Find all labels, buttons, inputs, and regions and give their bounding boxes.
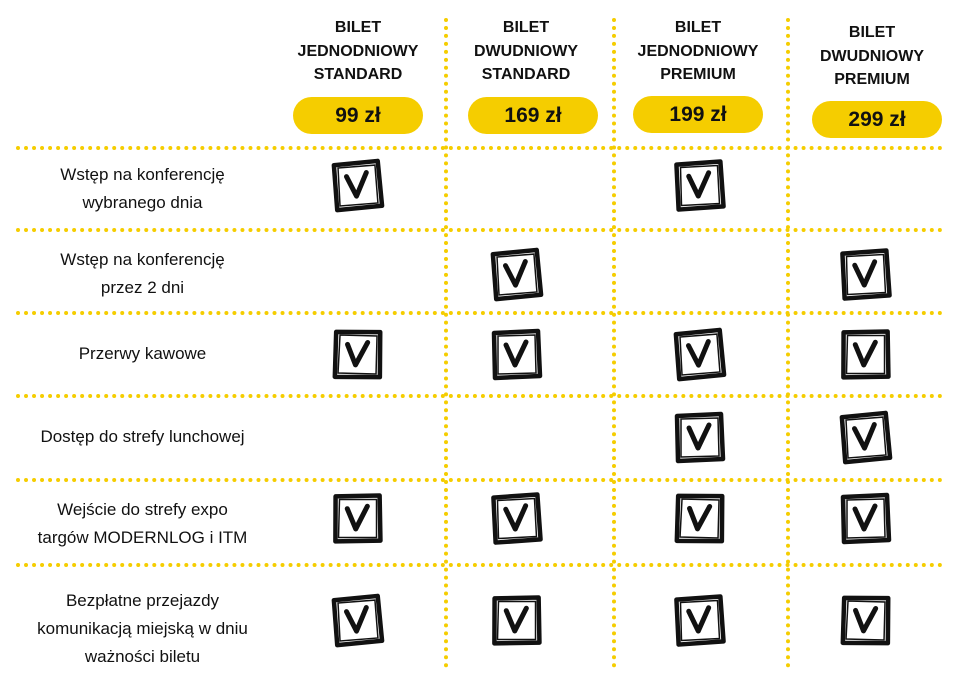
- feature-label-line: Wstęp na konferencję: [60, 165, 225, 184]
- ticket-header-2: BILET DWUDNIOWY STANDARD: [451, 16, 601, 87]
- ticket-name-line: STANDARD: [481, 66, 571, 83]
- feature-label-6: Bezpłatne przejazdy komunikacją miejską …: [10, 587, 275, 671]
- checkbox-checked-icon: [491, 492, 543, 545]
- feature-label-line: ważności biletu: [84, 647, 201, 666]
- checkbox-checked-icon: [331, 593, 385, 648]
- ticket-name-line: BILET: [674, 19, 722, 36]
- feature-label-4: Dostęp do strefy lunchowej: [10, 423, 275, 451]
- feature-label-line: Wstęp na konferencję: [60, 250, 225, 269]
- checkbox-checked-icon: [840, 492, 892, 545]
- feature-label-line: Dostęp do strefy lunchowej: [40, 427, 245, 446]
- feature-label-line: Bezpłatne przejazdy: [65, 591, 220, 610]
- price-badge-4: 299 zł: [812, 101, 942, 138]
- feature-label-line: wybranego dnia: [82, 193, 203, 212]
- feature-label-line: przez 2 dni: [100, 278, 185, 297]
- checkbox-checked-icon: [839, 410, 893, 465]
- ticket-name-line: BILET: [334, 19, 382, 36]
- feature-label-line: targów MODERNLOG i ITM: [37, 528, 248, 547]
- ticket-header-1: BILET JEDNODNIOWY STANDARD: [283, 16, 433, 87]
- ticket-name-line: JEDNODNIOWY: [297, 42, 419, 60]
- row-divider: [16, 394, 943, 398]
- checkbox-checked-icon: [840, 248, 892, 301]
- row-divider: [16, 478, 943, 482]
- price-badge-1: 99 zł: [293, 97, 423, 134]
- feature-label-5: Wejście do strefy expo targów MODERNLOG …: [10, 496, 275, 552]
- column-divider: [786, 18, 790, 668]
- ticket-name-line: STANDARD: [313, 66, 403, 83]
- column-divider: [612, 18, 616, 668]
- checkbox-checked-icon: [674, 411, 726, 464]
- ticket-name-line: JEDNODNIOWY: [637, 42, 759, 60]
- feature-label-1: Wstęp na konferencję wybranego dnia: [10, 161, 275, 217]
- checkbox-checked-icon: [674, 493, 725, 544]
- price-badge-3: 199 zł: [633, 96, 763, 133]
- checkbox-checked-icon: [492, 595, 542, 646]
- column-divider: [444, 18, 448, 668]
- checkbox-checked-icon: [841, 329, 891, 380]
- ticket-header-3: BILET JEDNODNIOWY PREMIUM: [623, 16, 773, 87]
- checkbox-checked-icon: [332, 329, 383, 380]
- ticket-name-line: PREMIUM: [660, 66, 736, 83]
- checkbox-checked-icon: [333, 493, 383, 544]
- row-divider: [16, 563, 943, 567]
- checkbox-checked-icon: [840, 595, 891, 646]
- ticket-name-line: PREMIUM: [834, 71, 910, 88]
- checkbox-checked-icon: [674, 594, 726, 647]
- checkbox-checked-icon: [673, 327, 727, 382]
- row-divider: [16, 311, 943, 315]
- ticket-name-line: DWUDNIOWY: [474, 42, 578, 60]
- ticket-name-line: DWUDNIOWY: [820, 47, 924, 65]
- row-divider: [16, 146, 943, 150]
- checkbox-checked-icon: [490, 247, 544, 302]
- ticket-name-line: BILET: [502, 19, 550, 36]
- row-divider: [16, 228, 943, 232]
- checkbox-checked-icon: [331, 158, 385, 213]
- feature-label-2: Wstęp na konferencję przez 2 dni: [10, 246, 275, 302]
- ticket-header-4: BILET DWUDNIOWY PREMIUM: [797, 21, 947, 92]
- feature-label-line: komunikacją miejską w dniu: [37, 619, 248, 638]
- ticket-name-line: BILET: [848, 24, 896, 41]
- feature-label-line: Wejście do strefy expo: [57, 500, 228, 519]
- checkbox-checked-icon: [674, 159, 726, 212]
- feature-label-line: Przerwy kawowe: [78, 344, 207, 363]
- checkbox-checked-icon: [491, 328, 543, 381]
- price-badge-2: 169 zł: [468, 97, 598, 134]
- feature-label-3: Przerwy kawowe: [10, 340, 275, 368]
